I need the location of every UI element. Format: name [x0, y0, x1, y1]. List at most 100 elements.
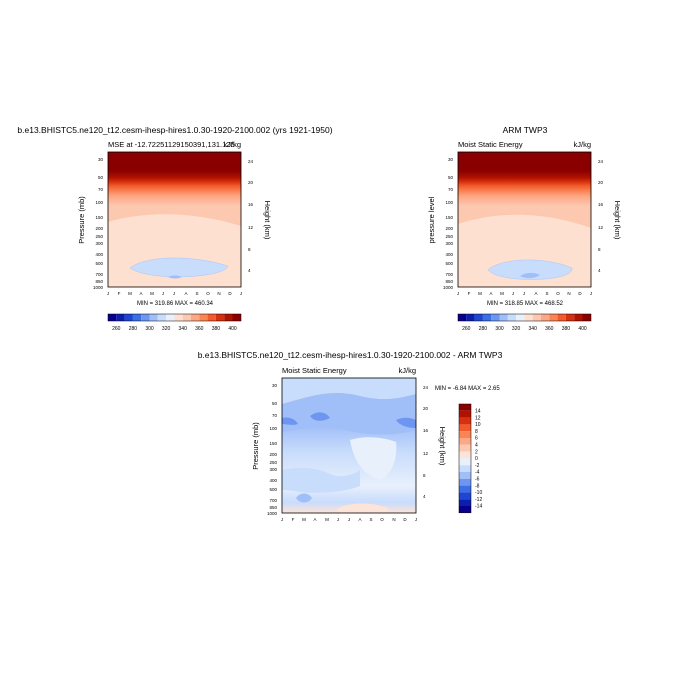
- y-tick: 200: [269, 452, 277, 457]
- colorbar-label: -14: [475, 504, 482, 510]
- x-tick: A: [358, 517, 361, 522]
- colorbar-label: -6: [475, 477, 480, 483]
- colorbar-swatch: [565, 314, 575, 321]
- y-tick-right: 20: [248, 180, 254, 185]
- colorbar-label: 2: [475, 449, 478, 455]
- y-tick: 500: [95, 261, 103, 266]
- x-tick: J: [107, 291, 109, 296]
- y-tick: 150: [445, 215, 453, 220]
- colorbar-label: -12: [475, 497, 482, 503]
- x-tick: A: [139, 291, 142, 296]
- colorbar-swatch: [557, 314, 566, 321]
- y-tick: 400: [95, 252, 103, 257]
- y-tick: 300: [269, 467, 277, 472]
- y-tick: 250: [269, 460, 277, 465]
- colorbar-label: -10: [475, 490, 482, 496]
- x-tick: A: [489, 291, 492, 296]
- panel-c-stats: MIN = -6.84 MAX = 2.65: [435, 386, 500, 392]
- colorbar-swatch: [207, 314, 216, 321]
- y-tick: 300: [95, 241, 103, 246]
- colorbar-swatch: [459, 424, 471, 432]
- colorbar-frame: [457, 313, 592, 322]
- panel-b-subtitle-right: kJ/kg: [573, 140, 591, 149]
- y-tick: 250: [95, 234, 103, 239]
- y-tick: 50: [272, 401, 278, 406]
- x-tick: J: [281, 517, 283, 522]
- panel-a-ylabel: Pressure (mb): [77, 196, 86, 244]
- x-tick: F: [468, 291, 471, 296]
- y-tick: 70: [272, 413, 278, 418]
- x-tick: F: [118, 291, 121, 296]
- panel-b-stats: MIN = 318.85 MAX = 468.52: [487, 301, 564, 307]
- colorbar-swatch: [232, 314, 241, 321]
- x-tick: N: [217, 291, 220, 296]
- x-tick: F: [292, 517, 295, 522]
- panel-c-ylabel: Pressure (mb): [251, 422, 260, 470]
- y-tick-right: 24: [423, 385, 429, 390]
- panel-b-title: ARM TWP3: [503, 125, 548, 135]
- colorbar-label: 300: [495, 326, 504, 332]
- y-tick-right: 8: [423, 473, 426, 478]
- y-tick: 300: [445, 241, 453, 246]
- panel-c-contour-negative-low: [296, 493, 312, 503]
- panel-c-frame: [281, 377, 417, 514]
- panel-a-contour-320: [129, 257, 229, 278]
- colorbar-swatch: [582, 314, 591, 321]
- colorbar-swatch: [549, 314, 558, 321]
- colorbar-swatch: [541, 314, 550, 321]
- y-tick: 250: [445, 234, 453, 239]
- colorbar-swatch: [482, 314, 492, 321]
- panel-b-ylabel-right: Height (km): [613, 201, 622, 240]
- colorbar-label: 280: [129, 326, 138, 332]
- x-tick: M: [500, 291, 504, 296]
- y-tick: 150: [95, 215, 103, 220]
- colorbar-swatch: [499, 314, 508, 321]
- y-tick: 150: [269, 441, 277, 446]
- y-tick: 700: [95, 272, 103, 277]
- y-tick: 100: [95, 200, 103, 205]
- panel-a-y-ticks: 30 50 70 100 150 200 250 300 400 500 700…: [93, 157, 104, 290]
- x-tick: J: [348, 517, 350, 522]
- panel-a-title: b.e13.BHISTC5.ne120_t12.cesm-ihesp-hires…: [17, 125, 332, 135]
- x-tick: J: [240, 291, 242, 296]
- colorbar-swatch: [459, 472, 471, 479]
- x-tick: S: [545, 291, 548, 296]
- colorbar-swatch: [458, 314, 467, 321]
- panel-a-contour-low: [168, 275, 182, 279]
- y-tick: 400: [445, 252, 453, 257]
- colorbar-label: -4: [475, 470, 480, 476]
- colorbar-swatch: [199, 314, 208, 321]
- x-tick: M: [128, 291, 132, 296]
- colorbar-label: 320: [512, 326, 521, 332]
- panel-a-stats: MIN = 319.86 MAX = 460.34: [137, 301, 214, 307]
- colorbar-swatch: [116, 314, 125, 321]
- y-tick-right: 20: [598, 180, 604, 185]
- colorbar-label: 0: [475, 456, 478, 462]
- panel-c-y-ticks-right: 24 20 16 12 8 4: [423, 385, 429, 499]
- x-tick: J: [415, 517, 417, 522]
- panel-b-y-ticks-right: 24 20 16 12 8 4: [598, 159, 604, 273]
- colorbar-label: 4: [475, 443, 478, 449]
- colorbar-swatch: [474, 314, 483, 321]
- colorbar-swatch: [459, 451, 471, 459]
- y-tick-right: 4: [598, 268, 601, 273]
- y-tick: 1000: [93, 285, 104, 290]
- panel-a-y-ticks-right: 24 20 16 12 8 4: [248, 159, 254, 273]
- y-tick: 850: [95, 279, 103, 284]
- colorbar-swatch: [516, 314, 525, 321]
- colorbar-label: -8: [475, 483, 480, 489]
- colorbar-frame: [458, 403, 472, 514]
- colorbar-label: 14: [475, 409, 481, 415]
- x-tick: O: [380, 517, 384, 522]
- colorbar-label: 10: [475, 422, 481, 428]
- colorbar-label: 260: [462, 326, 471, 332]
- panel-c-contour-positive: [338, 503, 388, 513]
- panel-b-contour-320: [487, 259, 573, 280]
- panel-c-x-ticks: J F M A M J J A S O N D J: [281, 517, 417, 522]
- colorbar-swatch: [459, 444, 471, 452]
- panel-b-ylabel: pressure level: [427, 196, 436, 243]
- y-tick-right: 12: [423, 451, 429, 456]
- colorbar-label: 340: [179, 326, 188, 332]
- colorbar-swatch: [224, 314, 233, 321]
